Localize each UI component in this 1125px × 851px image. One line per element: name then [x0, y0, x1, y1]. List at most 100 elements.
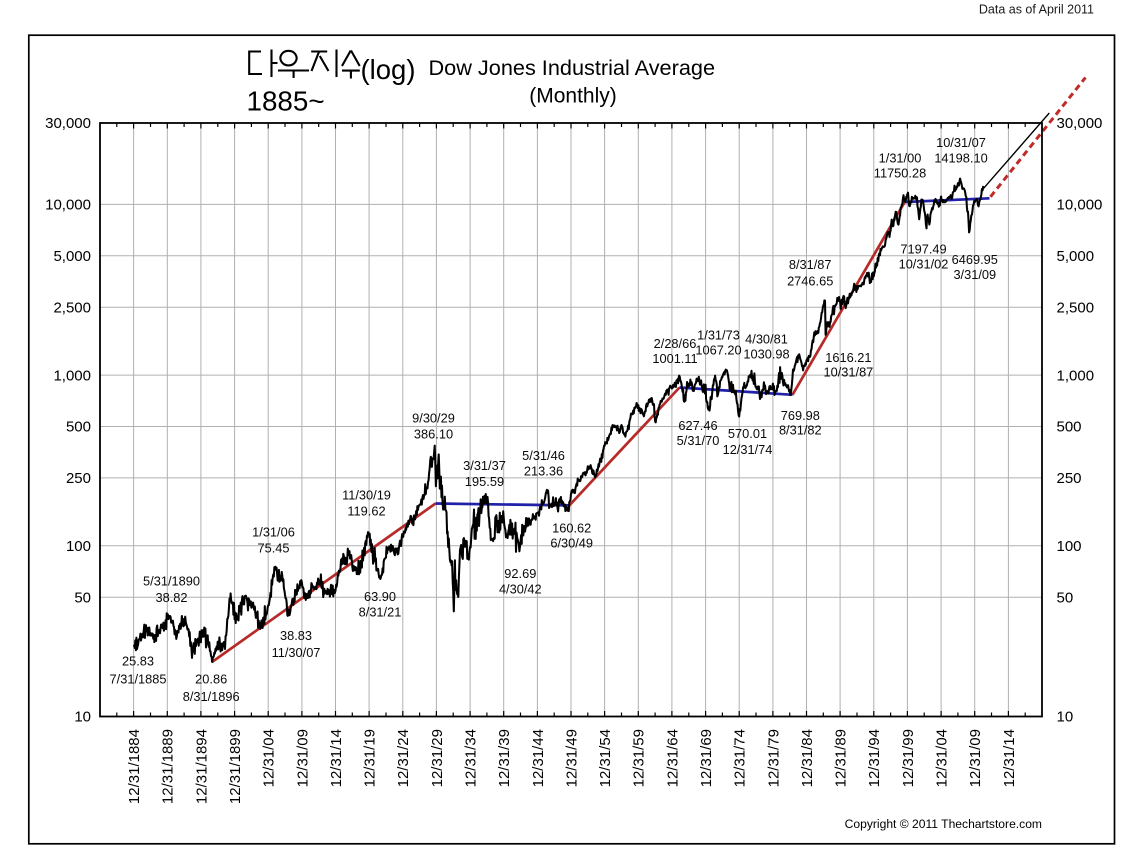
- svg-text:2746.65: 2746.65: [787, 273, 833, 288]
- svg-text:12/31/79: 12/31/79: [765, 729, 782, 787]
- svg-text:9/30/29: 9/30/29: [412, 410, 455, 425]
- svg-text:7197.49: 7197.49: [900, 241, 946, 256]
- svg-text:570.01: 570.01: [728, 426, 767, 441]
- svg-text:250: 250: [1057, 470, 1082, 487]
- svg-text:12/31/59: 12/31/59: [631, 729, 648, 787]
- svg-text:8/31/1896: 8/31/1896: [183, 689, 240, 704]
- svg-text:12/31/49: 12/31/49: [563, 729, 580, 787]
- svg-text:12/31/19: 12/31/19: [362, 729, 379, 787]
- svg-text:Dow Jones Industrial Average: Dow Jones Industrial Average: [429, 55, 716, 80]
- svg-text:12/31/89: 12/31/89: [833, 729, 850, 787]
- svg-text:75.45: 75.45: [257, 541, 289, 556]
- svg-text:10/31/02: 10/31/02: [899, 257, 949, 272]
- svg-text:1067.20: 1067.20: [695, 343, 741, 358]
- svg-text:10: 10: [1057, 709, 1074, 726]
- svg-text:11/30/07: 11/30/07: [272, 645, 321, 660]
- svg-text:3/31/37: 3/31/37: [463, 458, 506, 473]
- svg-text:63.90: 63.90: [364, 589, 396, 604]
- svg-text:12/31/34: 12/31/34: [463, 729, 480, 787]
- svg-text:10: 10: [74, 709, 91, 726]
- svg-text:3/31/09: 3/31/09: [953, 267, 996, 282]
- svg-text:1/31/06: 1/31/06: [252, 525, 295, 540]
- svg-text:12/31/74: 12/31/74: [723, 442, 773, 457]
- svg-text:38.82: 38.82: [155, 590, 187, 605]
- svg-text:100: 100: [66, 538, 91, 555]
- svg-text:8/31/82: 8/31/82: [779, 423, 822, 438]
- svg-text:20.86: 20.86: [195, 671, 227, 686]
- svg-text:50: 50: [74, 589, 91, 606]
- svg-text:30,000: 30,000: [45, 115, 91, 132]
- svg-text:1616.21: 1616.21: [825, 350, 871, 365]
- svg-text:10,000: 10,000: [1057, 197, 1103, 214]
- svg-text:4/30/42: 4/30/42: [499, 582, 542, 597]
- svg-text:50: 50: [1057, 589, 1074, 606]
- svg-text:1/31/00: 1/31/00: [879, 151, 922, 166]
- svg-text:5/31/46: 5/31/46: [522, 448, 565, 463]
- svg-text:12/31/09: 12/31/09: [294, 729, 311, 787]
- svg-text:1001.11: 1001.11: [652, 351, 697, 366]
- svg-text:213.36: 213.36: [524, 464, 563, 479]
- svg-text:(log): (log): [361, 54, 416, 85]
- svg-text:1885~: 1885~: [247, 86, 325, 117]
- svg-text:627.46: 627.46: [678, 418, 717, 433]
- svg-text:386.10: 386.10: [414, 427, 453, 442]
- svg-text:12/31/29: 12/31/29: [429, 729, 446, 787]
- svg-text:6/30/49: 6/30/49: [550, 535, 593, 550]
- svg-text:14198.10: 14198.10: [934, 151, 987, 166]
- svg-text:100: 100: [1057, 538, 1082, 555]
- svg-text:12/31/09: 12/31/09: [967, 729, 984, 787]
- svg-text:2,500: 2,500: [1057, 299, 1095, 316]
- svg-text:8/31/87: 8/31/87: [789, 257, 832, 272]
- svg-text:1030.98: 1030.98: [743, 347, 789, 362]
- svg-text:769.98: 769.98: [781, 408, 820, 423]
- svg-text:1/31/73: 1/31/73: [697, 327, 740, 342]
- svg-text:12/31/04: 12/31/04: [934, 729, 951, 787]
- svg-text:12/31/64: 12/31/64: [664, 729, 681, 787]
- svg-text:30,000: 30,000: [1057, 115, 1103, 132]
- svg-text:12/31/14: 12/31/14: [1001, 729, 1018, 787]
- svg-text:160.62: 160.62: [552, 520, 591, 535]
- svg-text:12/31/1899: 12/31/1899: [227, 729, 244, 804]
- svg-text:12/31/04: 12/31/04: [261, 729, 278, 787]
- svg-text:2/28/66: 2/28/66: [654, 336, 697, 351]
- svg-text:12/31/99: 12/31/99: [900, 729, 917, 787]
- svg-text:6469.95: 6469.95: [952, 252, 998, 267]
- svg-text:5,000: 5,000: [1057, 248, 1095, 265]
- svg-text:92.69: 92.69: [504, 566, 536, 581]
- svg-text:8/31/21: 8/31/21: [359, 604, 402, 619]
- svg-text:12/31/74: 12/31/74: [732, 729, 749, 787]
- svg-text:5/31/1890: 5/31/1890: [143, 573, 200, 588]
- svg-text:12/31/94: 12/31/94: [866, 729, 883, 787]
- svg-text:12/31/69: 12/31/69: [698, 729, 715, 787]
- svg-text:12/31/54: 12/31/54: [597, 729, 614, 787]
- svg-text:Copyright © 2011 Thechartstore: Copyright © 2011 Thechartstore.com: [845, 817, 1042, 831]
- svg-text:250: 250: [66, 470, 91, 487]
- svg-text:4/30/81: 4/30/81: [745, 332, 788, 347]
- svg-text:500: 500: [66, 419, 91, 436]
- svg-text:38.83: 38.83: [280, 628, 312, 643]
- svg-text:12/31/84: 12/31/84: [799, 729, 816, 787]
- svg-text:12/31/44: 12/31/44: [530, 729, 547, 787]
- svg-text:195.59: 195.59: [465, 474, 504, 489]
- svg-text:1,000: 1,000: [53, 367, 91, 384]
- svg-text:5/31/70: 5/31/70: [677, 433, 720, 448]
- svg-text:12/31/1894: 12/31/1894: [193, 729, 210, 804]
- svg-text:11/30/19: 11/30/19: [342, 487, 391, 502]
- svg-text:7/31/1885: 7/31/1885: [110, 672, 167, 687]
- svg-text:(Monthly): (Monthly): [529, 85, 617, 108]
- svg-text:500: 500: [1057, 419, 1082, 436]
- svg-text:10,000: 10,000: [45, 197, 91, 214]
- svg-text:10/31/07: 10/31/07: [936, 135, 986, 150]
- svg-text:12/31/1884: 12/31/1884: [126, 729, 143, 804]
- svg-text:12/31/24: 12/31/24: [395, 729, 412, 787]
- svg-text:10/31/87: 10/31/87: [823, 364, 873, 379]
- svg-text:12/31/39: 12/31/39: [496, 729, 513, 787]
- svg-text:1,000: 1,000: [1057, 367, 1095, 384]
- svg-text:11750.28: 11750.28: [874, 166, 926, 181]
- svg-text:12/31/1889: 12/31/1889: [160, 729, 177, 804]
- svg-text:2,500: 2,500: [53, 299, 91, 316]
- svg-text:5,000: 5,000: [53, 248, 91, 265]
- svg-text:Data as of April 2011: Data as of April 2011: [979, 3, 1094, 17]
- svg-text:12/31/14: 12/31/14: [328, 729, 345, 787]
- svg-text:119.62: 119.62: [347, 504, 385, 519]
